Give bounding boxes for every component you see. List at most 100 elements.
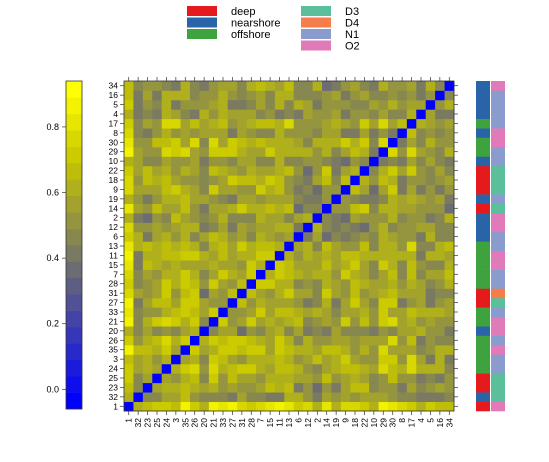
heatmap-cell xyxy=(246,241,257,252)
heatmap-cell xyxy=(227,118,238,129)
heatmap-cell xyxy=(237,392,247,402)
heatmap-cell xyxy=(265,354,276,365)
heatmap-cell xyxy=(303,137,313,148)
cluster-bar-cell xyxy=(491,90,505,101)
column-labels: 1 32 23 25 24 3 35 26 20 21 33 27 31 28 7 15 11 13 6 12 2 14 1… xyxy=(124,77,454,428)
heatmap-cell xyxy=(199,147,210,157)
heatmap-cell xyxy=(388,260,398,270)
heatmap-cell xyxy=(218,175,229,186)
heatmap-cell xyxy=(246,165,257,176)
heatmap-cell xyxy=(322,90,332,101)
heatmap-cell xyxy=(218,118,229,129)
heatmap-cell xyxy=(265,260,276,270)
heatmap-cell xyxy=(199,128,210,138)
heatmap-cell xyxy=(303,81,313,91)
heatmap-cell xyxy=(378,297,389,308)
heatmap-cell xyxy=(199,241,210,252)
heatmap-cell xyxy=(378,147,389,157)
heatmap-cell xyxy=(142,241,153,252)
heatmap-cell xyxy=(256,99,266,110)
legend-swatch xyxy=(301,6,331,16)
location-bar-cell xyxy=(476,203,490,214)
heatmap-cell xyxy=(293,326,304,336)
heatmap-cell xyxy=(274,279,285,289)
heatmap-cell xyxy=(331,231,342,242)
heatmap-cell xyxy=(303,250,313,261)
heatmap-cell xyxy=(142,382,153,393)
heatmap-cell xyxy=(152,373,163,384)
heatmap-cell xyxy=(388,147,398,157)
heatmap-cell xyxy=(274,345,285,355)
heatmap-cell xyxy=(142,250,153,261)
heatmap-cell xyxy=(161,175,172,186)
heatmap-cell xyxy=(369,335,379,346)
col-label: 26 xyxy=(190,418,200,428)
heatmap-cell xyxy=(274,203,285,214)
heatmap-cell xyxy=(265,109,276,120)
heatmap-cell xyxy=(218,269,229,280)
heatmap-cell xyxy=(378,363,389,374)
heatmap-cell xyxy=(256,81,266,91)
heatmap-cell xyxy=(274,392,285,402)
heatmap-cell xyxy=(359,354,370,365)
heatmap-cell xyxy=(435,382,445,393)
row-label: 19 xyxy=(109,194,119,204)
heatmap-cell xyxy=(444,147,455,157)
heatmap-cell xyxy=(227,269,238,280)
heatmap-cell xyxy=(312,194,323,204)
heatmap-cell xyxy=(425,307,436,318)
heatmap-cell xyxy=(425,392,436,402)
cluster-bar-cell xyxy=(491,335,505,346)
heatmap-cell xyxy=(208,392,219,402)
heatmap-cell xyxy=(199,354,210,365)
heatmap-cell xyxy=(322,288,332,299)
heatmap-cell xyxy=(293,175,304,186)
heatmap-cell xyxy=(218,401,229,412)
heatmap-cell xyxy=(199,137,210,148)
heatmap-cell xyxy=(133,307,144,318)
heatmap-cell xyxy=(340,279,351,289)
heatmap-cell xyxy=(284,184,295,195)
heatmap-cell xyxy=(124,373,134,384)
heatmap-cell xyxy=(199,109,210,120)
heatmap-cell xyxy=(284,118,295,129)
heatmap-cell xyxy=(444,250,455,261)
heatmap-cell xyxy=(152,109,163,120)
heatmap-matrix xyxy=(123,80,455,412)
heatmap-cell xyxy=(199,250,210,261)
heatmap-cell xyxy=(152,269,163,280)
col-label: 16 xyxy=(435,418,445,428)
heatmap-cell xyxy=(350,109,361,120)
heatmap-cell xyxy=(378,382,389,393)
heatmap-cell xyxy=(227,175,238,186)
heatmap-cell xyxy=(124,137,134,148)
heatmap-cell xyxy=(199,99,210,110)
heatmap-cell xyxy=(444,373,455,384)
heatmap-cell xyxy=(265,194,276,204)
heatmap-cell xyxy=(397,401,408,412)
heatmap-cell xyxy=(152,363,163,374)
col-label: 15 xyxy=(265,418,275,428)
heatmap-cell xyxy=(303,222,313,233)
heatmap-cell xyxy=(190,250,200,261)
heatmap-cell xyxy=(274,165,285,176)
heatmap-cell xyxy=(133,109,144,120)
heatmap-cell xyxy=(406,241,417,252)
heatmap-cell xyxy=(293,345,304,355)
heatmap-cell xyxy=(227,156,238,167)
heatmap-cell xyxy=(152,90,163,101)
heatmap-cell xyxy=(161,203,172,214)
location-bar-cell xyxy=(476,250,490,261)
heatmap-cell xyxy=(444,194,455,204)
heatmap-cell xyxy=(359,260,370,270)
heatmap-cell xyxy=(397,363,408,374)
heatmap-cell xyxy=(124,363,134,374)
col-label: 21 xyxy=(209,418,219,428)
heatmap-cell xyxy=(397,118,408,129)
heatmap-cell xyxy=(265,345,276,355)
heatmap-cell xyxy=(246,392,257,402)
heatmap-cell xyxy=(142,231,153,242)
heatmap-cell xyxy=(406,222,417,233)
heatmap-cell xyxy=(435,184,445,195)
heatmap-cell xyxy=(322,354,332,365)
